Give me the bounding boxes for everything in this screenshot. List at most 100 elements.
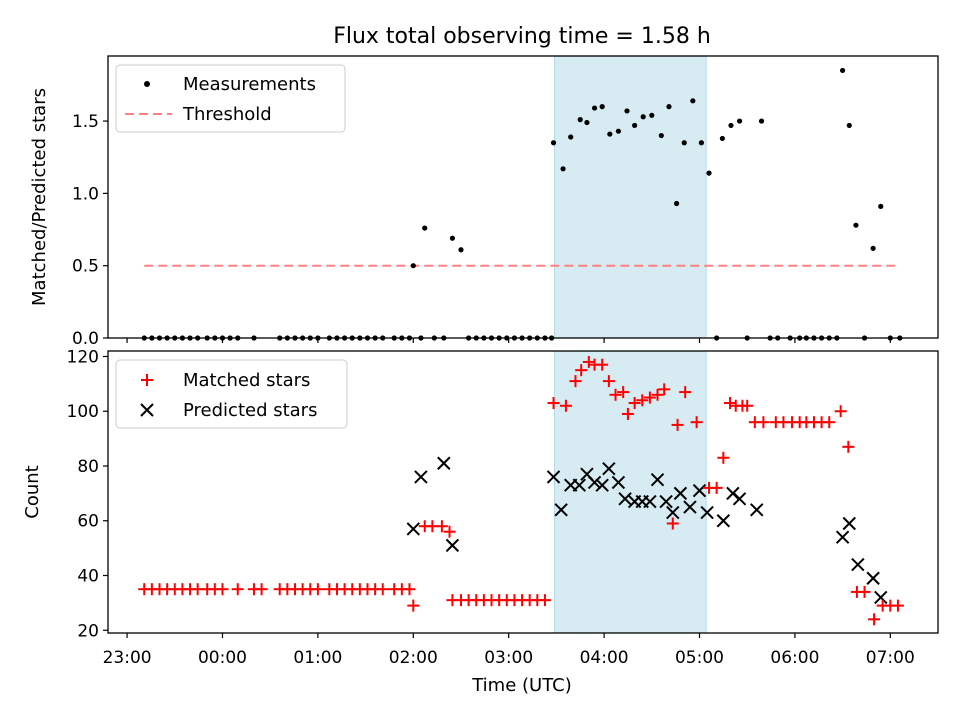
- predicted-star-point: [750, 503, 764, 517]
- matched-star-point: [717, 451, 730, 464]
- matched-star-point: [666, 517, 679, 530]
- bottom-y-ticks: 20 40 60 80 100 120: [67, 347, 108, 641]
- predicted-star-point: [673, 486, 688, 501]
- y-tick-label: 0.5: [72, 257, 99, 277]
- measurement-point: [632, 122, 638, 129]
- top-panel: Flux total observing time = 1.58 h Match…: [29, 24, 939, 349]
- predicted-star-point: [650, 472, 665, 487]
- measurement-points: [141, 67, 903, 341]
- matched-star-point: [868, 613, 881, 626]
- x-tick-label: 06:00: [770, 648, 819, 668]
- measurement-point: [410, 263, 416, 269]
- measurement-point: [550, 140, 557, 146]
- x-tick-label: 02:00: [389, 648, 438, 668]
- predicted-star-point: [842, 516, 856, 531]
- bottom-x-axis-label: Time (UTC): [471, 675, 572, 696]
- legend-matched-marker: [141, 374, 153, 386]
- predicted-star-point: [643, 494, 657, 509]
- measurement-point: [422, 225, 428, 231]
- matched-star-point: [671, 418, 684, 431]
- matched-star-point: [710, 481, 723, 494]
- top-chart-title: Flux total observing time = 1.58 h: [333, 24, 711, 49]
- matched-star-point: [403, 583, 416, 596]
- matched-star-point: [602, 375, 615, 388]
- predicted-star-point: [437, 456, 451, 470]
- matched-star-point: [582, 355, 595, 368]
- measurement-point: [673, 200, 680, 207]
- predicted-star-point: [618, 492, 632, 506]
- predicted-star-point: [866, 571, 880, 585]
- predicted-star-point: [406, 522, 420, 536]
- predicted-star-point: [414, 470, 428, 484]
- legend-predicted-label: Predicted stars: [183, 400, 317, 421]
- legend-measurements-marker: [144, 81, 150, 87]
- matched-star-point: [651, 388, 664, 401]
- top-legend-box: [115, 64, 346, 133]
- predicted-star-point: [595, 478, 609, 492]
- predicted-star-point: [683, 500, 697, 514]
- measurement-point: [736, 118, 743, 124]
- measurement-point: [846, 122, 852, 129]
- measurement-point: [870, 245, 876, 251]
- matched-star-point: [596, 358, 609, 371]
- measurement-point: [560, 166, 566, 172]
- predicted-star-point: [874, 590, 888, 605]
- matched-star-point: [376, 583, 389, 596]
- y-tick-label: 120: [67, 347, 99, 367]
- matched-star-point: [658, 383, 671, 396]
- measurement-point: [719, 135, 725, 142]
- predicted-star-point: [572, 478, 586, 492]
- predicted-stars-points: [406, 456, 888, 605]
- x-tick-label: 00:00: [198, 648, 247, 668]
- matched-star-point: [741, 399, 754, 412]
- legend-predicted-marker: [140, 403, 154, 417]
- measurement-point: [624, 108, 630, 114]
- x-tick-label: 05:00: [675, 648, 724, 668]
- predicted-star-point: [851, 557, 865, 572]
- measurement-point: [681, 140, 687, 146]
- measurement-point: [853, 222, 859, 228]
- matched-star-point: [559, 399, 572, 412]
- matched-star-point: [617, 386, 630, 399]
- matched-star-point: [757, 416, 770, 429]
- measurement-point: [449, 235, 456, 241]
- measurement-point: [758, 118, 765, 124]
- matched-star-point: [621, 407, 634, 420]
- matched-stars-points: [138, 355, 904, 626]
- bottom-panel: Count Time (UTC) 20 40 60 80 100 120 23:00 00:…: [22, 347, 939, 696]
- matched-star-point: [435, 520, 448, 533]
- matched-star-point: [538, 594, 551, 607]
- y-tick-label: 60: [77, 512, 99, 532]
- predicted-star-point: [716, 514, 731, 528]
- predicted-star-point: [659, 494, 673, 509]
- matched-star-point: [643, 391, 656, 404]
- predicted-star-point: [666, 505, 680, 520]
- matched-star-point: [679, 386, 692, 399]
- bottom-x-ticks: 23:00 00:00 01:00 02:00 03:00 04:00 05:00 06:00…: [103, 633, 915, 668]
- predicted-star-point: [554, 503, 568, 517]
- matched-star-point: [636, 394, 649, 407]
- bottom-y-axis-label: Count: [22, 465, 43, 518]
- measurement-point: [649, 112, 655, 118]
- legend-matched-label: Matched stars: [183, 370, 310, 391]
- matched-star-point: [575, 364, 588, 377]
- y-tick-label: 1.5: [72, 112, 99, 132]
- predicted-star-point: [611, 475, 626, 490]
- matched-star-point: [255, 583, 268, 596]
- measurement-point: [568, 134, 574, 140]
- legend-measurements-label: Measurements: [183, 74, 316, 95]
- measurement-point: [577, 117, 583, 123]
- measurement-point: [878, 203, 884, 209]
- bottom-shaded-region: [553, 350, 707, 634]
- legend-threshold-label: Threshold: [182, 104, 272, 125]
- measurement-point: [666, 104, 672, 110]
- predicted-star-point: [445, 538, 460, 553]
- x-tick-label: 01:00: [293, 648, 342, 668]
- matched-star-point: [547, 397, 560, 410]
- matched-star-point: [231, 583, 244, 596]
- matched-star-point: [609, 388, 622, 401]
- predicted-star-point: [602, 462, 616, 476]
- predicted-star-point: [700, 505, 714, 520]
- measurement-point: [839, 67, 846, 74]
- predicted-star-point: [692, 483, 707, 498]
